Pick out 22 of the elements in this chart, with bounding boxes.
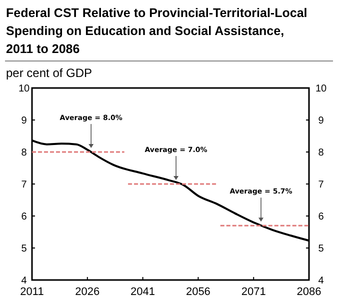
x-tick-label: 2086 — [296, 286, 322, 298]
y-tick-label: 4 — [21, 276, 28, 286]
y-tick-label: 6 — [21, 212, 28, 222]
y2-tick-label: 5 — [318, 244, 324, 254]
x-tick-label: 2011 — [20, 286, 44, 298]
y-tick-label: 8 — [21, 148, 28, 158]
y-tick-label: 5 — [21, 244, 28, 254]
y2-tick-label: 7 — [318, 180, 324, 190]
chart-title: Federal CST Relative to Provincial-Territorial-Local Spending on Education and Social Assistance, 2011 to 2086 — [6, 6, 308, 56]
x-tick-label: 2041 — [130, 286, 156, 298]
y2-tick-label: 4 — [318, 276, 324, 286]
y-tick-label: 9 — [21, 116, 28, 126]
y-axis-title: per cent of GDP — [6, 66, 92, 80]
y-tick-label: 10 — [18, 84, 30, 94]
y2-tick-label: 8 — [318, 148, 324, 158]
y2-tick-label: 10 — [315, 84, 327, 94]
y2-tick-label: 6 — [318, 212, 324, 222]
x-tick-label: 2071 — [241, 286, 266, 298]
x-tick-label: 2026 — [75, 286, 100, 298]
y-tick-label: 7 — [21, 180, 28, 190]
x-tick-label: 2056 — [186, 286, 210, 298]
y2-tick-label: 9 — [318, 116, 324, 126]
